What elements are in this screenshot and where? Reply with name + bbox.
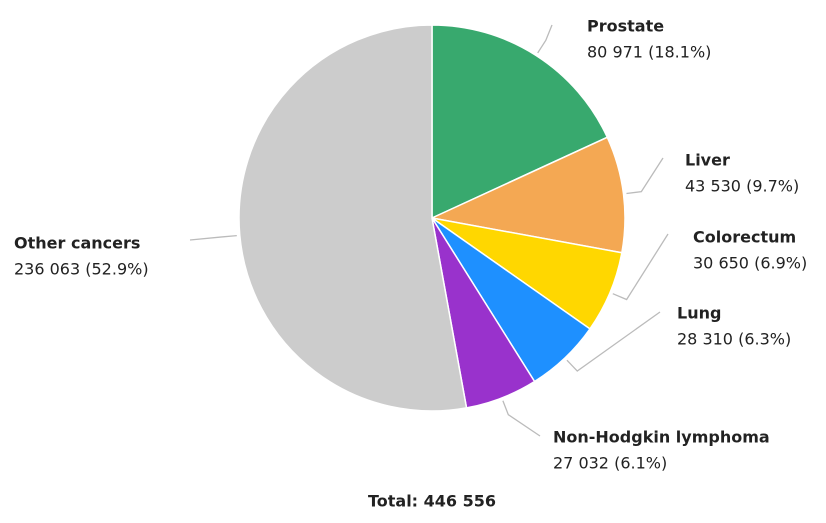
- slice-value-label: 236 063 (52.9%): [14, 260, 149, 279]
- total-label: Total: 446 556: [368, 492, 496, 511]
- slice-name: Lung: [677, 304, 721, 323]
- leader-line: [537, 24, 553, 54]
- leader-line: [189, 234, 237, 241]
- slice-value-label: 28 310 (6.3%): [677, 330, 791, 349]
- pie-slice: [238, 24, 468, 412]
- slice-name: Colorectum: [693, 228, 796, 247]
- leader-line: [502, 400, 541, 437]
- slice-name: Other cancers: [14, 234, 140, 253]
- slice-value-label: 80 971 (18.1%): [587, 43, 711, 62]
- leader-line: [566, 311, 661, 372]
- slice-value-label: 43 530 (9.7%): [685, 177, 799, 196]
- slice-name: Liver: [685, 151, 730, 170]
- leader-line: [612, 233, 669, 301]
- slice-value-label: 30 650 (6.9%): [693, 254, 807, 273]
- leader-line: [626, 157, 664, 195]
- slice-name: Non-Hodgkin lymphoma: [553, 428, 770, 447]
- slice-value-label: 27 032 (6.1%): [553, 454, 667, 473]
- pie-slice: [431, 24, 609, 220]
- slice-name: Prostate: [587, 17, 664, 36]
- pie-slice: [429, 136, 626, 254]
